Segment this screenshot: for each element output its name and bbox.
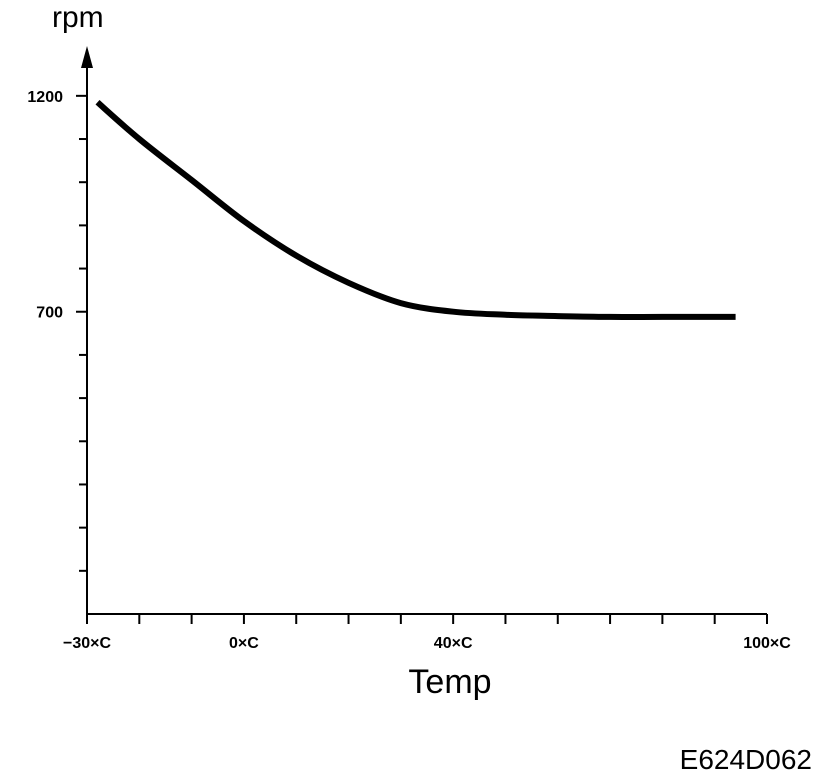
axes [81,46,767,615]
x-axis-label: Temp [408,663,491,701]
x-tick-label: −30×C [63,635,111,652]
ticks [76,94,768,624]
x-tick-label: 40×C [434,635,473,652]
x-tick-label: 100×C [743,635,791,652]
y-axis-arrow [81,46,93,68]
series-line [95,100,736,320]
y-axis-label: rpm [52,1,104,34]
y-tick-label: 1200 [27,89,63,106]
tick-labels: 1200 700 −30×C 0×C 40×C 100×C [27,89,791,652]
x-tick-label: 0×C [229,635,259,652]
y-tick-label: 700 [36,305,63,322]
figure-code: E624D062 [679,744,812,775]
